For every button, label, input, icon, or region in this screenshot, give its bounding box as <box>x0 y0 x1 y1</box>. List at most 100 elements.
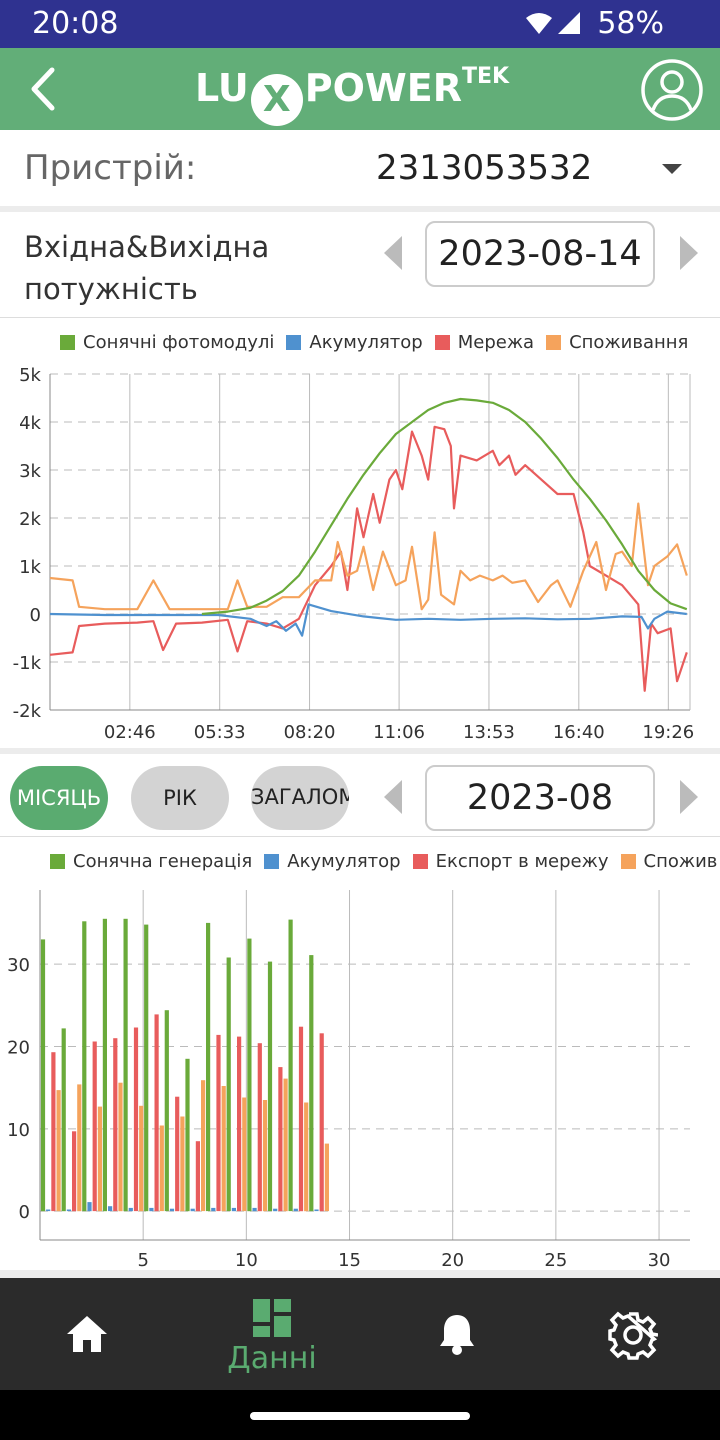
month-picker[interactable]: 2023-08 <box>425 765 655 831</box>
prev-date-arrow-icon[interactable] <box>384 236 402 270</box>
x-tick-label: 30 <box>648 1250 671 1270</box>
nav-home[interactable] <box>40 1278 134 1390</box>
x-tick-label: 08:20 <box>284 722 336 743</box>
bar <box>139 1105 144 1212</box>
back-button[interactable] <box>24 64 64 114</box>
power-line-chart[interactable]: 5k 4k 3k 2k 1k 0 -1k -2k 02:46 05:33 08:20 11:06 13:… <box>0 360 720 748</box>
x-tick-label: 19:26 <box>642 722 694 743</box>
legend-swatch <box>264 854 280 869</box>
bar <box>169 1208 175 1212</box>
home-icon <box>67 1316 107 1352</box>
bar <box>283 1078 288 1212</box>
x-tick-label: 02:46 <box>104 722 156 743</box>
y-tick-label: 3k <box>19 461 41 482</box>
bar <box>304 1102 309 1212</box>
bar <box>293 1208 298 1212</box>
bar <box>77 1084 82 1212</box>
bar <box>154 1014 159 1212</box>
bar <box>87 1202 92 1212</box>
wifi-icon <box>526 12 580 34</box>
profile-button[interactable] <box>640 58 704 122</box>
energy-bar-chart[interactable]: 30 20 10 0 5 10 15 20 25 30 <box>0 880 720 1270</box>
bar <box>72 1131 77 1212</box>
battery-percent: 58% <box>597 6 664 41</box>
nav-settings[interactable] <box>598 1278 668 1390</box>
next-month-arrow-icon[interactable] <box>680 780 698 814</box>
x-tick-label: 10 <box>235 1250 258 1270</box>
device-label: Пристрій: <box>24 148 197 188</box>
bar <box>216 1034 221 1212</box>
date-picker[interactable]: 2023-08-14 <box>425 221 655 287</box>
y-tick-label: 1k <box>19 557 41 578</box>
energy-card: Сонячна генерація Акумулятор Експорт в мер… <box>0 836 720 1270</box>
home-indicator[interactable] <box>250 1412 470 1420</box>
x-tick-label: 25 <box>544 1250 567 1270</box>
legend-item-consumption[interactable]: Споживання <box>546 332 688 353</box>
status-time: 20:08 <box>32 6 119 41</box>
y-tick-label: 10 <box>7 1120 30 1141</box>
nav-notifications[interactable] <box>420 1278 494 1390</box>
dashboard-icon <box>253 1299 291 1337</box>
tab-month[interactable]: МІСЯЦЬ <box>10 766 108 830</box>
series-line <box>49 603 687 637</box>
prev-month-arrow-icon[interactable] <box>384 780 402 814</box>
bar <box>319 1033 324 1212</box>
bar <box>51 1052 56 1212</box>
app-header: LU X POWERTEK <box>0 48 720 130</box>
legend-item-grid-export[interactable]: Експорт в мережу <box>412 851 609 872</box>
bar <box>144 924 149 1212</box>
tab-total[interactable]: ЗАГАЛОМ <box>251 766 349 830</box>
y-tick-label: 5k <box>19 365 41 386</box>
next-date-arrow-icon[interactable] <box>680 236 698 270</box>
legend-item-grid[interactable]: Мережа <box>434 332 535 353</box>
series-line <box>49 502 688 611</box>
tab-year[interactable]: РІК <box>131 766 229 830</box>
y-tick-label: 0 <box>30 605 41 626</box>
bar <box>252 1207 257 1212</box>
bar <box>195 1141 200 1212</box>
legend-swatch <box>50 854 65 869</box>
chevron-left-icon <box>31 67 55 111</box>
status-bar: 20:08 58% <box>0 0 720 48</box>
nav-data[interactable]: Данні <box>212 1278 332 1390</box>
bar <box>149 1207 154 1212</box>
nav-data-label: Данні <box>227 1341 317 1376</box>
brand-part-power: POWER <box>304 66 463 110</box>
legend-item-consumption[interactable]: Спожив <box>620 851 718 872</box>
bar <box>40 939 46 1212</box>
bar <box>123 918 128 1212</box>
x-tick-label: 11:06 <box>373 722 425 743</box>
legend-label: Сонячні фотомодулі <box>83 332 275 353</box>
series-line <box>201 397 688 616</box>
bar <box>175 1096 180 1212</box>
bar <box>242 1097 247 1212</box>
bar <box>257 1043 262 1212</box>
legend-label: Спожив <box>643 851 718 872</box>
brand-logo: LU X POWERTEK <box>195 64 510 126</box>
legend-item-solar-generation[interactable]: Сонячна генерація <box>50 851 252 872</box>
legend-swatch <box>60 335 75 350</box>
legend-item-battery[interactable]: Акумулятор <box>286 332 423 353</box>
y-tick-label: 20 <box>7 1037 30 1058</box>
x-tick-label: 05:33 <box>194 722 246 743</box>
bar <box>201 1080 206 1212</box>
y-tick-label: -1k <box>13 653 42 674</box>
y-tick-label: 4k <box>19 413 41 434</box>
bar <box>211 1207 216 1212</box>
x-tick-label: 15 <box>338 1250 361 1270</box>
bar <box>66 1209 71 1212</box>
device-selector[interactable]: Пристрій: 2313053532 <box>0 130 720 206</box>
bar <box>159 1125 164 1212</box>
dropdown-arrow-icon[interactable] <box>662 164 682 174</box>
bar <box>82 921 87 1212</box>
legend-item-battery[interactable]: Акумулятор <box>264 851 401 872</box>
y-tick-label: -2k <box>13 701 42 722</box>
legend-item-solar[interactable]: Сонячні фотомодулі <box>60 332 274 353</box>
legend-label: Мережа <box>457 332 535 353</box>
period-selector: МІСЯЦЬ РІК ЗАГАЛОМ 2023-08 <box>0 754 720 836</box>
bar <box>231 1207 236 1212</box>
legend-swatch <box>286 335 302 350</box>
bar <box>324 1143 329 1212</box>
brand-part-tek: TEK <box>462 64 510 89</box>
bar <box>314 1209 319 1212</box>
